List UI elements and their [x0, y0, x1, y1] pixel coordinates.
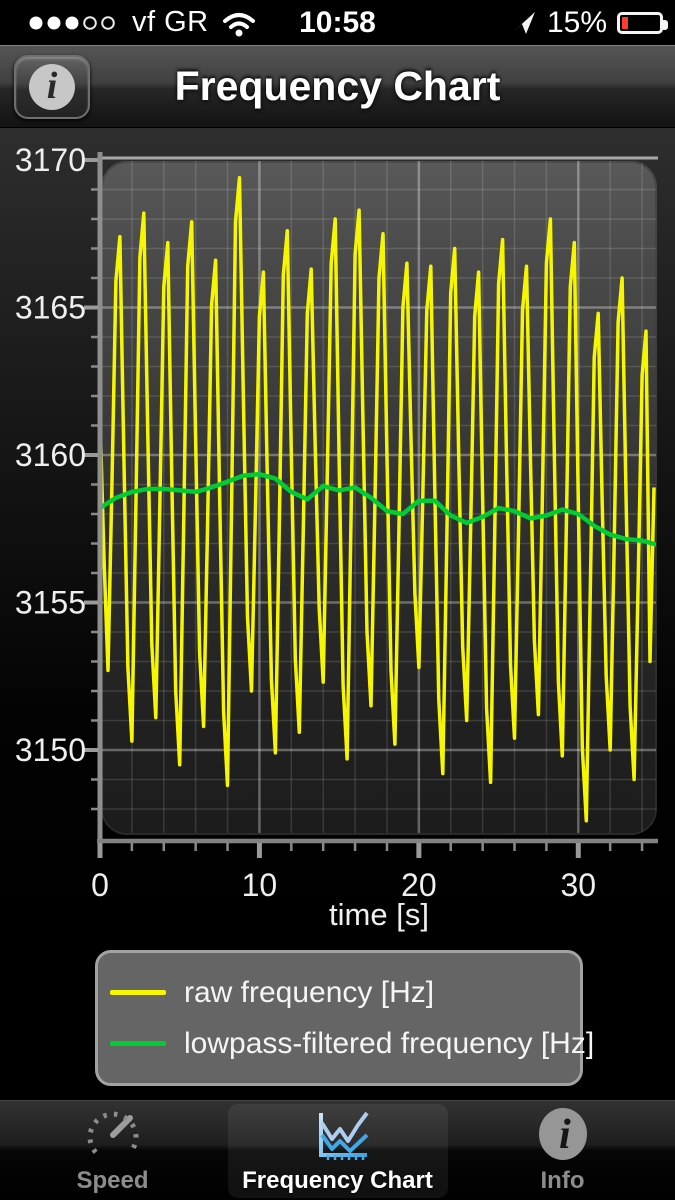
svg-text:20: 20: [401, 867, 437, 903]
battery-nub: [663, 19, 668, 30]
battery-icon: [617, 11, 668, 34]
svg-text:0: 0: [91, 867, 109, 903]
tab-frequency-chart[interactable]: Frequency Chart: [225, 1101, 450, 1200]
svg-text:30: 30: [560, 867, 596, 903]
selected-tab-highlight: [228, 1104, 448, 1198]
carrier-label: vf GR: [132, 6, 209, 38]
svg-text:3170: 3170: [15, 142, 86, 178]
tab-bar: Speed Frequency Chart: [0, 1100, 675, 1200]
line-chart-icon: [305, 1107, 371, 1165]
wifi-icon: [222, 12, 255, 36]
svg-text:3165: 3165: [15, 290, 86, 326]
status-left-cluster: vf GR: [28, 6, 257, 39]
svg-text:i: i: [559, 1112, 571, 1158]
tab-frequency-chart-label: Frequency Chart: [242, 1167, 433, 1194]
tab-info[interactable]: i Info: [450, 1101, 675, 1200]
cellular-signal-icon: [29, 15, 115, 30]
svg-text:3155: 3155: [15, 585, 86, 621]
svg-text:10: 10: [242, 867, 278, 903]
frequency-chart: 3150 3155 3160 3165 3170 0 10 20 30: [15, 142, 658, 903]
status-bar: vf GR 10:58 15%: [0, 0, 675, 45]
clock-label: 10:58: [299, 5, 376, 39]
info-icon: i: [29, 64, 75, 110]
info-circle-icon: i: [536, 1107, 590, 1165]
battery-percent-label: 15%: [546, 5, 607, 39]
x-axis-title: time [s]: [329, 897, 429, 932]
tab-info-label: Info: [540, 1167, 585, 1194]
legend-swatch-filtered: [110, 1041, 166, 1046]
tab-speed[interactable]: Speed: [0, 1101, 225, 1200]
navigation-bar: i Frequency Chart: [0, 45, 675, 127]
legend-label-filtered: lowpass-filtered frequency [Hz]: [184, 1026, 595, 1060]
frequency-chart-panel: 3150 3155 3160 3165 3170 0 10 20 30 time [s]: [0, 127, 675, 940]
legend-swatch-raw: [110, 990, 166, 995]
legend-row-filtered: lowpass-filtered frequency [Hz]: [110, 1027, 594, 1061]
status-right-cluster: 15%: [511, 5, 668, 40]
svg-text:3150: 3150: [15, 732, 86, 768]
location-arrow-icon: [512, 11, 535, 34]
battery-fill-low: [622, 16, 628, 29]
tab-speed-label: Speed: [76, 1167, 149, 1194]
chart-legend: raw frequency [Hz] lowpass-filtered freq…: [95, 950, 594, 1086]
speedometer-icon: [84, 1107, 142, 1165]
legend-row-raw: raw frequency [Hz]: [110, 976, 580, 1010]
nav-info-button[interactable]: i: [14, 55, 90, 119]
legend-label-raw: raw frequency [Hz]: [184, 975, 435, 1009]
svg-text:3160: 3160: [15, 437, 86, 473]
page-title: Frequency Chart: [174, 63, 501, 109]
